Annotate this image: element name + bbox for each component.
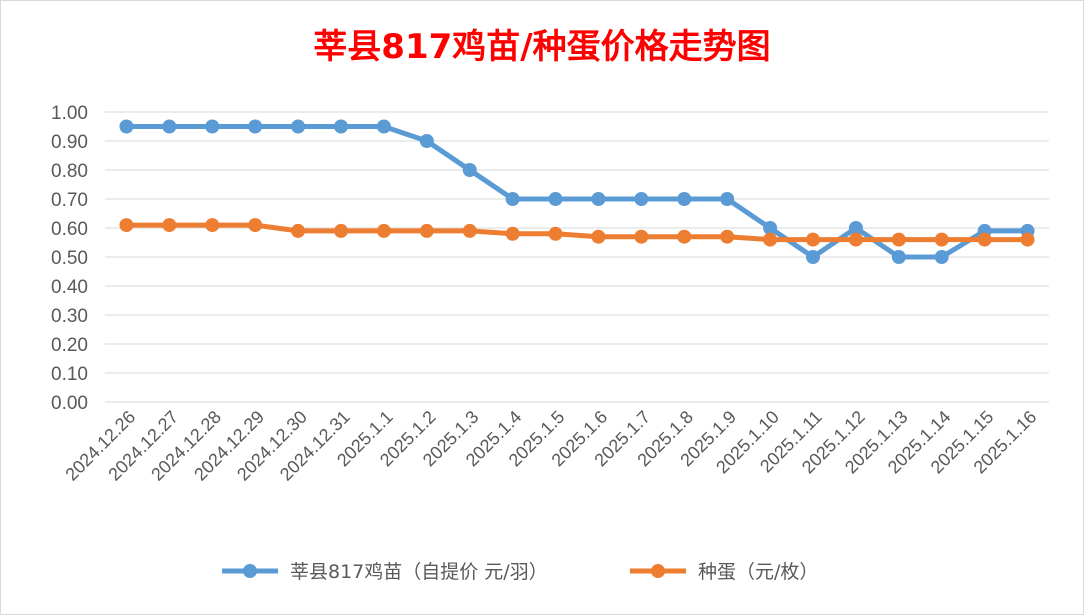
chart-title: 莘县817鸡苗/种蛋价格走势图 <box>313 27 770 67</box>
data-point <box>205 119 220 134</box>
y-tick-label: 0.10 <box>51 364 88 385</box>
data-point <box>205 218 220 233</box>
data-point <box>677 229 692 244</box>
data-point <box>376 223 391 238</box>
y-tick-label: 0.80 <box>51 161 88 182</box>
data-point <box>634 229 649 244</box>
data-point <box>162 218 177 233</box>
data-point <box>162 119 177 134</box>
data-point <box>119 218 134 233</box>
data-point <box>548 226 563 241</box>
data-point <box>1020 232 1035 247</box>
data-point <box>634 192 649 206</box>
legend-label: 莘县817鸡苗（自提价 元/羽） <box>290 561 548 583</box>
data-point <box>977 232 992 247</box>
series-2 <box>119 218 1035 247</box>
data-point <box>419 223 434 238</box>
legend-swatch-marker <box>651 564 665 578</box>
data-point <box>462 163 477 177</box>
y-tick-label: 0.00 <box>51 393 88 414</box>
data-point <box>591 192 606 206</box>
data-point <box>334 119 348 134</box>
data-point <box>505 226 520 241</box>
data-point <box>291 223 306 238</box>
y-tick-label: 0.40 <box>51 277 88 298</box>
y-tick-label: 0.20 <box>51 335 88 356</box>
data-point <box>848 232 863 247</box>
data-point <box>934 232 949 247</box>
y-tick-label: 0.60 <box>51 219 88 240</box>
data-point <box>119 119 134 134</box>
y-axis-ticks: 0.00 0.10 0.20 0.30 0.40 0.50 0.60 0.70 0.80 0.90… <box>51 103 88 414</box>
legend-item: 种蛋（元/枚） <box>630 561 818 583</box>
series-line <box>123 222 1031 243</box>
legend-label: 种蛋（元/枚） <box>698 561 818 583</box>
data-point <box>248 218 263 233</box>
data-point <box>591 229 606 244</box>
data-point <box>677 192 692 206</box>
data-point <box>291 119 306 134</box>
data-point <box>462 223 477 238</box>
series-1 <box>119 119 1035 264</box>
data-point <box>806 250 820 264</box>
data-point <box>934 250 949 264</box>
y-tick-label: 0.90 <box>51 132 88 153</box>
data-point <box>806 232 820 247</box>
y-tick-label: 1.00 <box>51 103 88 124</box>
data-point <box>505 192 520 206</box>
legend-swatch-marker <box>243 564 257 578</box>
data-point <box>248 119 263 134</box>
data-point <box>548 192 563 206</box>
data-point <box>848 221 863 235</box>
legend: 莘县817鸡苗（自提价 元/羽） 种蛋（元/枚） <box>222 561 818 583</box>
y-tick-label: 0.30 <box>51 306 88 327</box>
data-point <box>419 134 434 148</box>
data-point <box>720 229 735 244</box>
data-point <box>891 250 906 264</box>
series-layer <box>119 119 1035 264</box>
y-tick-label: 0.50 <box>51 248 88 269</box>
data-point <box>763 232 778 247</box>
data-point <box>334 223 348 238</box>
legend-item: 莘县817鸡苗（自提价 元/羽） <box>222 561 548 583</box>
data-point <box>763 221 778 235</box>
y-tick-label: 0.70 <box>51 190 88 211</box>
data-point <box>376 119 391 134</box>
series-line <box>123 124 1031 260</box>
data-point <box>720 192 735 206</box>
data-point <box>891 232 906 247</box>
